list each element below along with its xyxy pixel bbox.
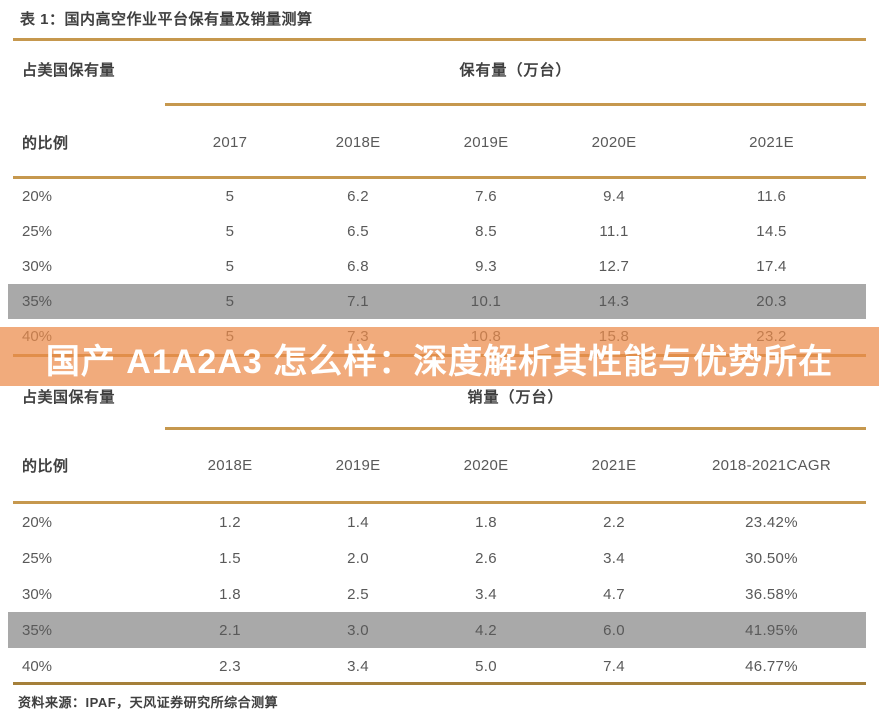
table-cell: 3.0 [347,621,369,639]
row-label: 20% [22,513,53,531]
table-cell: 3.4 [347,657,369,675]
table-cell: 14.3 [598,293,630,310]
table-row: 40% 2.3 3.4 5.0 7.4 46.77% [8,648,866,684]
table1-col-header: 2021E [749,133,794,151]
table-cell: 8.5 [475,223,497,240]
table-cell: 7.4 [603,657,625,675]
table-cell: 2.6 [475,549,497,567]
table-cell: 5.0 [475,657,497,675]
table-cell: 14.5 [756,223,787,240]
table-cell: 9.4 [603,188,625,205]
table-row: 30% 1.8 2.5 3.4 4.7 36.58% [8,576,866,612]
table-cell: 7.1 [347,293,369,310]
table2-bottom-rule [13,682,866,685]
table1-header-rule [13,176,866,179]
table-cell: 2.5 [347,585,369,603]
table-cell: 2.2 [603,513,625,531]
table-cell: 46.77% [745,657,798,675]
table-cell: 30.50% [745,549,798,567]
row-label: 30% [22,585,53,603]
table-cell: 3.4 [603,549,625,567]
table2-col-header: 2018E [207,456,253,474]
table-cell: 20.3 [756,293,787,310]
table-cell: 1.2 [219,513,241,531]
table-title: 表 1：国内高空作业平台保有量及销量测算 [20,11,313,28]
table1-rowlabel-line1: 占美国保有量 [22,61,116,79]
row-label: 40% [22,657,53,675]
table1-col-header: 2019E [463,133,509,151]
table2-rowlabel-line2: 的比例 [22,457,69,475]
table-cell: 1.8 [475,513,497,531]
table2-col-header: 2019E [335,456,381,474]
table-row: 30% 5 6.8 9.3 12.7 17.4 [8,249,866,284]
row-label: 35% [22,293,53,310]
table-cell: 1.8 [219,585,241,603]
table1-col-header: 2018E [335,133,381,151]
table2-group-header: 销量（万台） [467,388,564,406]
overlay-banner: 国产 A1A2A3 怎么样：深度解析其性能与优势所在 [0,327,879,386]
row-label: 30% [22,258,53,275]
table-cell: 6.2 [347,188,369,205]
table-cell: 12.7 [598,258,630,275]
table-cell: 3.4 [475,585,497,603]
table1-rowlabel-line2: 的比例 [22,134,69,152]
row-label: 20% [22,188,53,205]
table-row-highlighted: 35% 2.1 3.0 4.2 6.0 41.95% [8,612,866,648]
table-cell: 5 [225,258,235,275]
table2-header-rule [13,501,866,504]
row-label: 35% [22,621,53,639]
table-cell: 6.0 [603,621,625,639]
table-cell: 5 [225,293,235,310]
table-row: 25% 1.5 2.0 2.6 3.4 30.50% [8,540,866,576]
table2-header-year-row: 的比例 2018E 2019E 2020E 2021E 2018-2021CAG… [8,448,866,482]
table-cell: 11.6 [756,188,787,205]
table2-group-underline [165,427,866,430]
table-cell: 10.1 [470,293,502,310]
table-cell: 23.42% [745,513,798,531]
row-label: 25% [22,549,53,567]
table-row: 20% 1.2 1.4 1.8 2.2 23.42% [8,504,866,540]
table-cell: 11.1 [599,223,629,240]
table2-col-header: 2020E [463,456,509,474]
table-cell: 7.6 [475,188,497,205]
table1-col-header: 2017 [212,133,248,151]
table-cell: 1.5 [219,549,241,567]
table-cell: 5 [225,188,235,205]
table-cell: 4.2 [475,621,497,639]
table-cell: 2.3 [219,657,241,675]
table-cell: 41.95% [745,621,798,639]
table-cell: 4.7 [603,585,625,603]
title-underline [13,38,866,41]
source-note: 资料来源：IPAF，天风证券研究所综合测算 [18,695,279,710]
table-cell: 5 [225,223,235,240]
overlay-banner-text: 国产 A1A2A3 怎么样：深度解析其性能与优势所在 [45,343,834,381]
table-cell: 17.4 [756,258,787,275]
table1-group-underline [165,103,866,106]
table1-group-header: 保有量（万台） [459,61,572,79]
table1-header-group-row: 占美国保有量 保有量（万台） [8,55,866,83]
table-row-highlighted: 35% 5 7.1 10.1 14.3 20.3 [8,284,866,319]
table-row: 25% 5 6.5 8.5 11.1 14.5 [8,214,866,249]
table2-col-header: 2018-2021CAGR [712,456,831,474]
table2-rowlabel-line1: 占美国保有量 [22,388,116,406]
table2-col-header: 2021E [591,456,637,474]
table-cell: 6.5 [347,223,369,240]
table-cell: 2.0 [347,549,369,567]
table-cell: 6.8 [347,258,369,275]
table-row: 20% 5 6.2 7.6 9.4 11.6 [8,179,866,214]
table-cell: 1.4 [347,513,369,531]
table-cell: 36.58% [745,585,798,603]
table-cell: 9.3 [475,258,497,275]
row-label: 25% [22,223,53,240]
table2-header-group-row: 占美国保有量 销量（万台） [8,382,866,410]
table1-header-year-row: 的比例 2017 2018E 2019E 2020E 2021E [8,125,866,159]
table1-col-header: 2020E [591,133,637,151]
table-cell: 2.1 [219,621,241,639]
